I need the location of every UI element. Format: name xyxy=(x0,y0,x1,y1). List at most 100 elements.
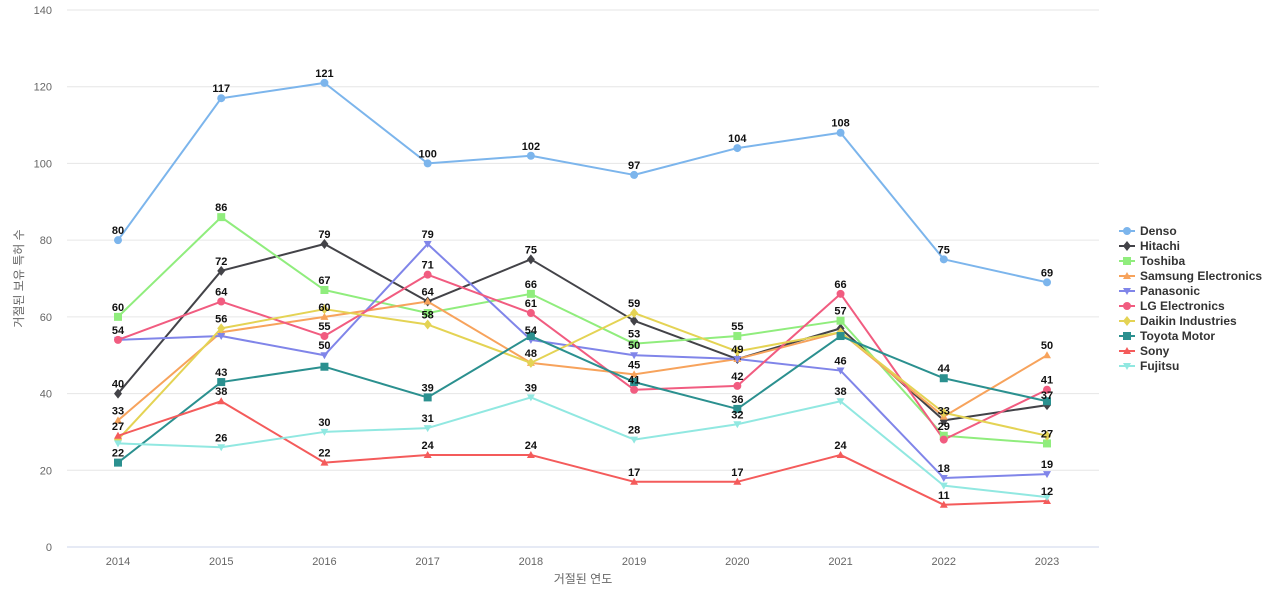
data-point xyxy=(733,356,742,364)
data-point xyxy=(423,159,432,168)
series-line xyxy=(117,273,1048,441)
data-point xyxy=(320,238,329,249)
data-label: 55 xyxy=(731,321,743,333)
series-line xyxy=(117,216,1048,445)
data-point xyxy=(630,436,639,444)
data-label: 50 xyxy=(1041,340,1053,352)
data-point xyxy=(836,316,845,325)
data-label: 22 xyxy=(112,448,124,460)
data-point xyxy=(423,240,432,248)
legend-item: Samsung Electronics xyxy=(1119,269,1262,283)
data-point xyxy=(320,304,329,315)
data-label: 75 xyxy=(938,244,950,256)
legend-symbol xyxy=(1123,332,1131,340)
series-line xyxy=(117,335,1048,464)
x-tick-label: 2017 xyxy=(415,556,439,568)
data-label: 75 xyxy=(525,244,537,256)
data-label: 80 xyxy=(112,225,124,237)
legend-symbol xyxy=(1123,316,1131,326)
data-label: 100 xyxy=(418,148,436,160)
data-label: 24 xyxy=(422,440,435,452)
data-point xyxy=(733,332,742,341)
data-label: 33 xyxy=(938,405,950,417)
data-point xyxy=(939,500,948,508)
data-label: 60 xyxy=(112,302,124,314)
data-point xyxy=(217,397,226,405)
data-label: 17 xyxy=(731,467,743,479)
legend-item: Hitachi xyxy=(1119,239,1180,253)
data-label: 64 xyxy=(215,287,228,299)
y-tick-label: 120 xyxy=(34,82,52,94)
data-point xyxy=(1043,385,1051,394)
data-label: 45 xyxy=(628,359,640,371)
data-point xyxy=(526,289,535,298)
data-label: 66 xyxy=(525,279,537,291)
data-point xyxy=(630,339,639,348)
data-label: 31 xyxy=(422,413,434,425)
data-point xyxy=(836,398,845,406)
legend-item: Fujitsu xyxy=(1119,359,1179,373)
data-label: 64 xyxy=(422,287,435,299)
data-label: 44 xyxy=(938,363,951,375)
series-line xyxy=(117,308,1048,441)
data-point xyxy=(939,482,948,490)
series-line xyxy=(117,400,1048,506)
data-point xyxy=(217,297,226,306)
data-label: 41 xyxy=(628,375,640,387)
legend-symbol xyxy=(1123,347,1131,354)
data-label: 30 xyxy=(318,417,330,429)
data-point xyxy=(217,94,226,103)
data-point xyxy=(630,170,639,179)
data-point xyxy=(733,477,742,485)
data-point xyxy=(733,346,742,357)
data-point xyxy=(320,332,329,341)
x-tick-label: 2021 xyxy=(828,556,852,568)
data-label: 40 xyxy=(112,379,124,391)
y-axis-ticks: 0 20 40 60 80 100 120 140 xyxy=(34,5,52,554)
data-label: 97 xyxy=(628,160,640,172)
data-point xyxy=(217,333,226,341)
x-tick-label: 2023 xyxy=(1035,556,1059,568)
data-point xyxy=(939,407,948,418)
grid-lines xyxy=(67,9,1099,471)
data-label: 24 xyxy=(525,440,538,452)
data-point xyxy=(836,128,845,137)
legend-item: Toyota Motor xyxy=(1119,329,1215,343)
x-tick-label: 2015 xyxy=(209,556,233,568)
data-label: 39 xyxy=(422,382,434,394)
data-point xyxy=(526,332,535,341)
data-label: 27 xyxy=(112,421,124,433)
x-tick-label: 2022 xyxy=(932,556,956,568)
data-point xyxy=(114,236,122,245)
legend-symbol xyxy=(1123,363,1131,370)
legend-item: LG Electronics xyxy=(1119,299,1225,313)
data-label: 79 xyxy=(318,229,330,241)
y-axis-title: 거절된 보유 특허 수 xyxy=(12,229,26,327)
series-line xyxy=(117,242,1048,479)
data-point xyxy=(1043,351,1051,359)
data-label: 38 xyxy=(834,386,846,398)
data-point xyxy=(630,370,639,378)
data-label: 11 xyxy=(938,490,950,502)
data-point xyxy=(217,378,226,387)
legend-item: Denso xyxy=(1119,224,1177,238)
data-point xyxy=(217,444,226,452)
data-point xyxy=(423,450,432,458)
data-point xyxy=(836,367,845,375)
data-point xyxy=(526,450,535,458)
data-label: 50 xyxy=(318,340,330,352)
data-point xyxy=(1043,278,1051,287)
data-label: 54 xyxy=(112,325,125,337)
y-tick-label: 20 xyxy=(40,465,52,477)
data-point xyxy=(114,458,122,467)
data-label: 37 xyxy=(1041,390,1053,402)
data-label: 53 xyxy=(628,329,640,341)
legend-symbol xyxy=(1123,302,1131,310)
data-point xyxy=(320,78,329,87)
data-point xyxy=(526,357,535,368)
data-label: 19 xyxy=(1041,459,1053,471)
data-point xyxy=(836,450,845,458)
x-tick-label: 2020 xyxy=(725,556,749,568)
data-point xyxy=(630,477,639,485)
